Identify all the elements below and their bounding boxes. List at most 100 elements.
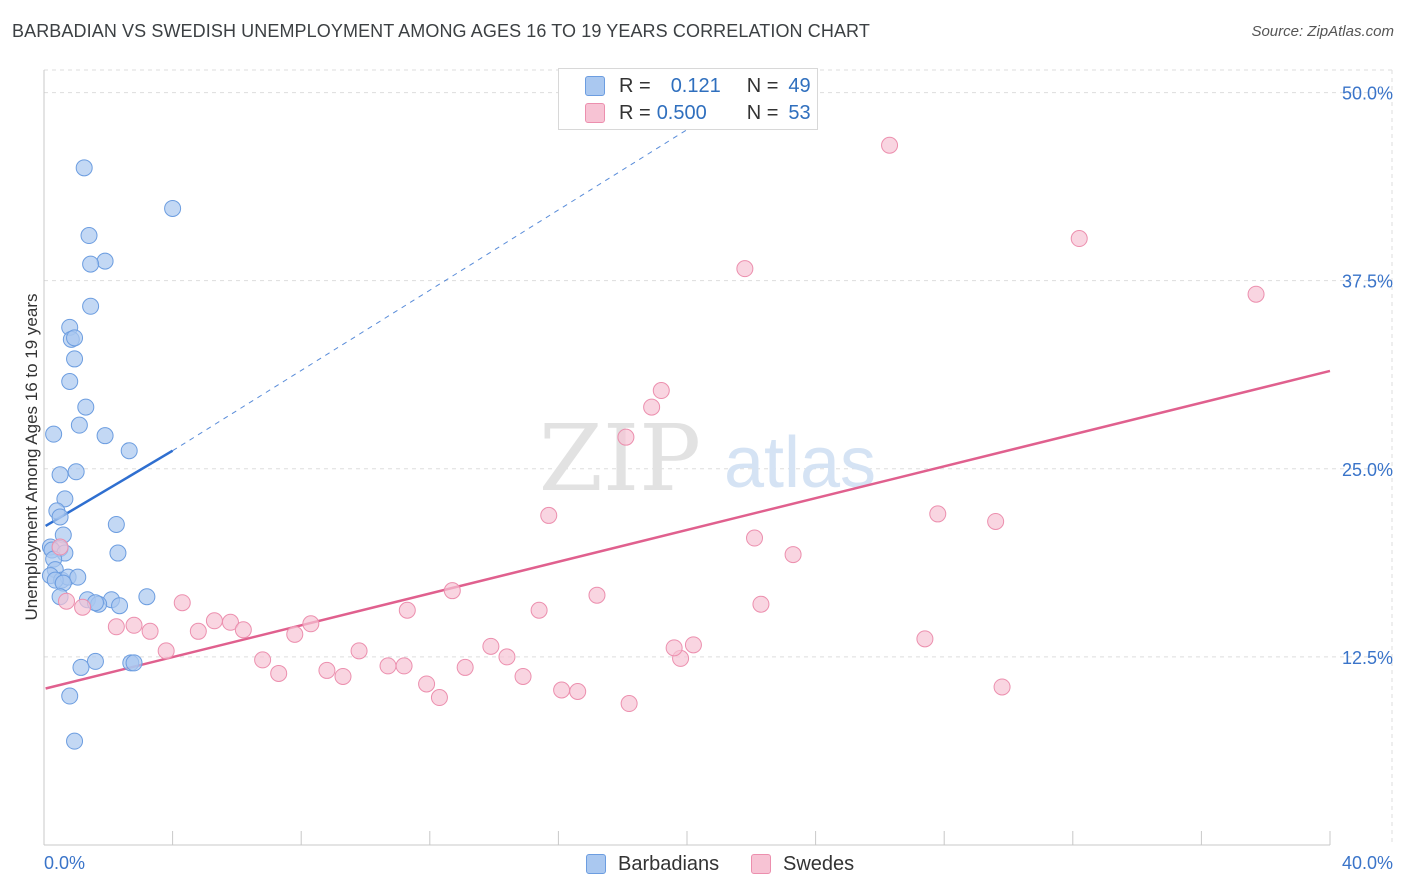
swede-point [350,642,368,660]
barbadian-point [66,732,84,750]
barbadian-point [75,159,93,177]
swede-point [302,615,320,633]
swede-point [665,639,683,657]
swede-point [334,667,352,685]
swede-point [141,622,159,640]
swede-point [395,657,413,675]
swede-point [569,683,587,701]
y-axis-title: Unemployment Among Ages 16 to 19 years [22,294,41,621]
swede-point [286,625,304,643]
swede-point [736,260,754,278]
bottom-legend-swedes: Swedes [751,851,854,877]
swede-point [514,667,532,685]
watermark-zip: ZIP [539,405,701,512]
legend-r-value-swedes: 0.500 [656,101,707,124]
y-tick-label: 12.5% [1342,648,1393,668]
correlation-legend: R = 0.121 N = 49 R = 0.500 N = 53 [558,68,818,130]
swede-point [74,598,92,616]
legend-r-label: R = [619,101,651,124]
chart-title: BARBADIAN VS SWEDISH UNEMPLOYMENT AMONG … [12,21,870,41]
bottom-legend-swatch-swedes [751,854,771,874]
barbadian-point [125,654,143,672]
swede-point [157,642,175,660]
swede-point [929,505,947,523]
grid-lines [44,69,1393,845]
barbadian-point [56,490,74,508]
swede-point [234,621,252,639]
barbadian-point [82,255,100,273]
axes [43,70,1331,846]
swede-point [553,681,571,699]
legend-r-label: R = [619,74,651,97]
barbadian-point [45,425,63,443]
x-tick-label: 0.0% [44,853,85,873]
swede-point [1247,285,1265,303]
swede-trend-line [45,369,1331,690]
barbadian-point [164,199,182,217]
swede-point [652,382,670,400]
bottom-legend-barbadians: Barbadians [586,851,719,877]
swede-point [398,601,416,619]
swede-point [916,630,934,648]
legend-swatch-barbadians [585,76,605,96]
barbadian-point [77,398,95,416]
swede-point [752,595,770,613]
y-tick-label: 25.0% [1342,460,1393,480]
swede-point [620,695,638,713]
swede-point [746,529,764,547]
barbadian-point [96,427,114,445]
bottom-legend-swatch-barbadians [586,854,606,874]
legend-r-value-barbadians: 0.121 [670,74,721,97]
swede-point [418,675,436,693]
swede-point [173,594,191,612]
barbadian-point [107,515,125,533]
barbadian-point [138,588,156,606]
barbadian-point [109,544,127,562]
swede-point [221,613,239,631]
source-label: Source: ZipAtlas.com [1251,23,1394,40]
barbadian-point [80,227,98,245]
trend-lines [44,89,1331,690]
swede-point [58,592,76,610]
legend-row-swedes: R = 0.500 N = 53 [585,100,811,126]
swede-point [540,506,558,524]
barbadian-point [70,416,88,434]
legend-n-value-swedes: 53 [788,101,811,124]
legend-n-value-barbadians: 49 [788,74,811,97]
barbadian-point [72,658,90,676]
swede-point [318,661,336,679]
swede-point [784,546,802,564]
swede-point [588,586,606,604]
axis-labels: 12.5% 25.0% 37.5% 50.0% 0.0% 40.0% Unemploymen… [22,84,1393,873]
barbadian-point [86,652,104,670]
barbadian-point [82,297,100,315]
barbadian-point [67,463,85,481]
swede-point [205,612,223,630]
barbadian-point [96,252,114,270]
barbadian-trend-extension [172,89,752,452]
barbadian-point [61,373,79,391]
swede-point [430,689,448,707]
bottom-legend-label-barbadians: Barbadians [618,852,720,875]
swede-point [530,601,548,619]
swede-point [881,136,899,154]
swede-point [270,664,288,682]
swede-point [125,616,143,634]
legend-row-barbadians: R = 0.121 N = 49 [585,73,811,99]
swede-point [456,658,474,676]
bottom-legend-label-swedes: Swedes [783,852,855,875]
legend-n-label: N = [746,101,779,124]
swede-point [1070,230,1088,248]
swede-point [51,538,69,556]
swede-point [254,651,272,669]
swede-point [482,637,500,655]
swede-point [379,657,397,675]
y-tick-label: 37.5% [1342,272,1393,292]
barbadian-point [111,597,129,615]
swede-point [993,678,1011,696]
barbadian-point [66,350,84,368]
swede-point [617,428,635,446]
x-tick-label: 40.0% [1342,853,1393,873]
legend-swatch-swedes [585,103,605,123]
